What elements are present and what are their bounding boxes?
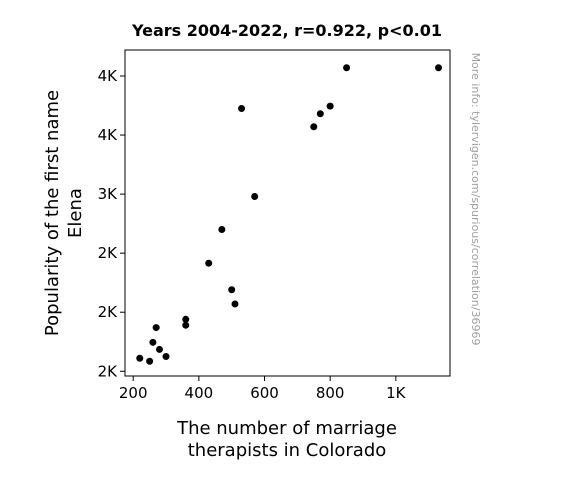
data-point	[218, 226, 226, 234]
data-point	[228, 286, 236, 294]
data-point	[182, 321, 190, 329]
data-point	[310, 123, 318, 131]
y-tick-label: 2K	[98, 244, 119, 262]
y-axis: 2K 2K 2K 3K 4K 4K	[98, 67, 125, 380]
chart-title: Years 2004-2022, r=0.922, p<0.01	[131, 21, 442, 40]
data-points	[136, 64, 443, 365]
plot-area	[124, 49, 451, 377]
y-axis-label-line-2: Elena	[65, 188, 86, 238]
y-tick-label: 4K	[98, 126, 119, 144]
x-tick-label: 200	[119, 384, 148, 402]
x-tick-label: 800	[316, 384, 345, 402]
x-axis-label-line-2: therapists in Colorado	[188, 440, 387, 461]
x-axis: 200 400 600 800 1K	[119, 376, 407, 402]
data-point	[251, 192, 259, 200]
y-tick-label: 4K	[98, 67, 119, 85]
y-tick-label: 3K	[98, 185, 119, 203]
x-axis-label-line-1: The number of marriage	[176, 418, 397, 439]
data-point	[182, 315, 190, 323]
data-point	[326, 102, 334, 110]
data-point	[149, 338, 157, 346]
data-point	[316, 110, 324, 118]
watermark-text: More info: tylervigen.com/spurious/corre…	[469, 53, 482, 346]
x-tick-label: 600	[250, 384, 279, 402]
data-point	[152, 324, 160, 332]
data-point	[146, 357, 154, 365]
y-tick-label: 2K	[98, 303, 119, 321]
data-point	[231, 300, 239, 308]
data-point	[155, 345, 163, 353]
y-tick-label: 2K	[98, 362, 119, 380]
data-point	[238, 104, 246, 112]
data-point	[343, 64, 351, 72]
y-axis-label-line-1: Popularity of the first name	[42, 90, 63, 336]
x-tick-label: 1K	[386, 384, 407, 402]
data-point	[435, 64, 443, 72]
data-point	[205, 259, 213, 267]
x-tick-label: 400	[185, 384, 214, 402]
data-point	[136, 354, 144, 362]
data-point	[162, 353, 170, 361]
